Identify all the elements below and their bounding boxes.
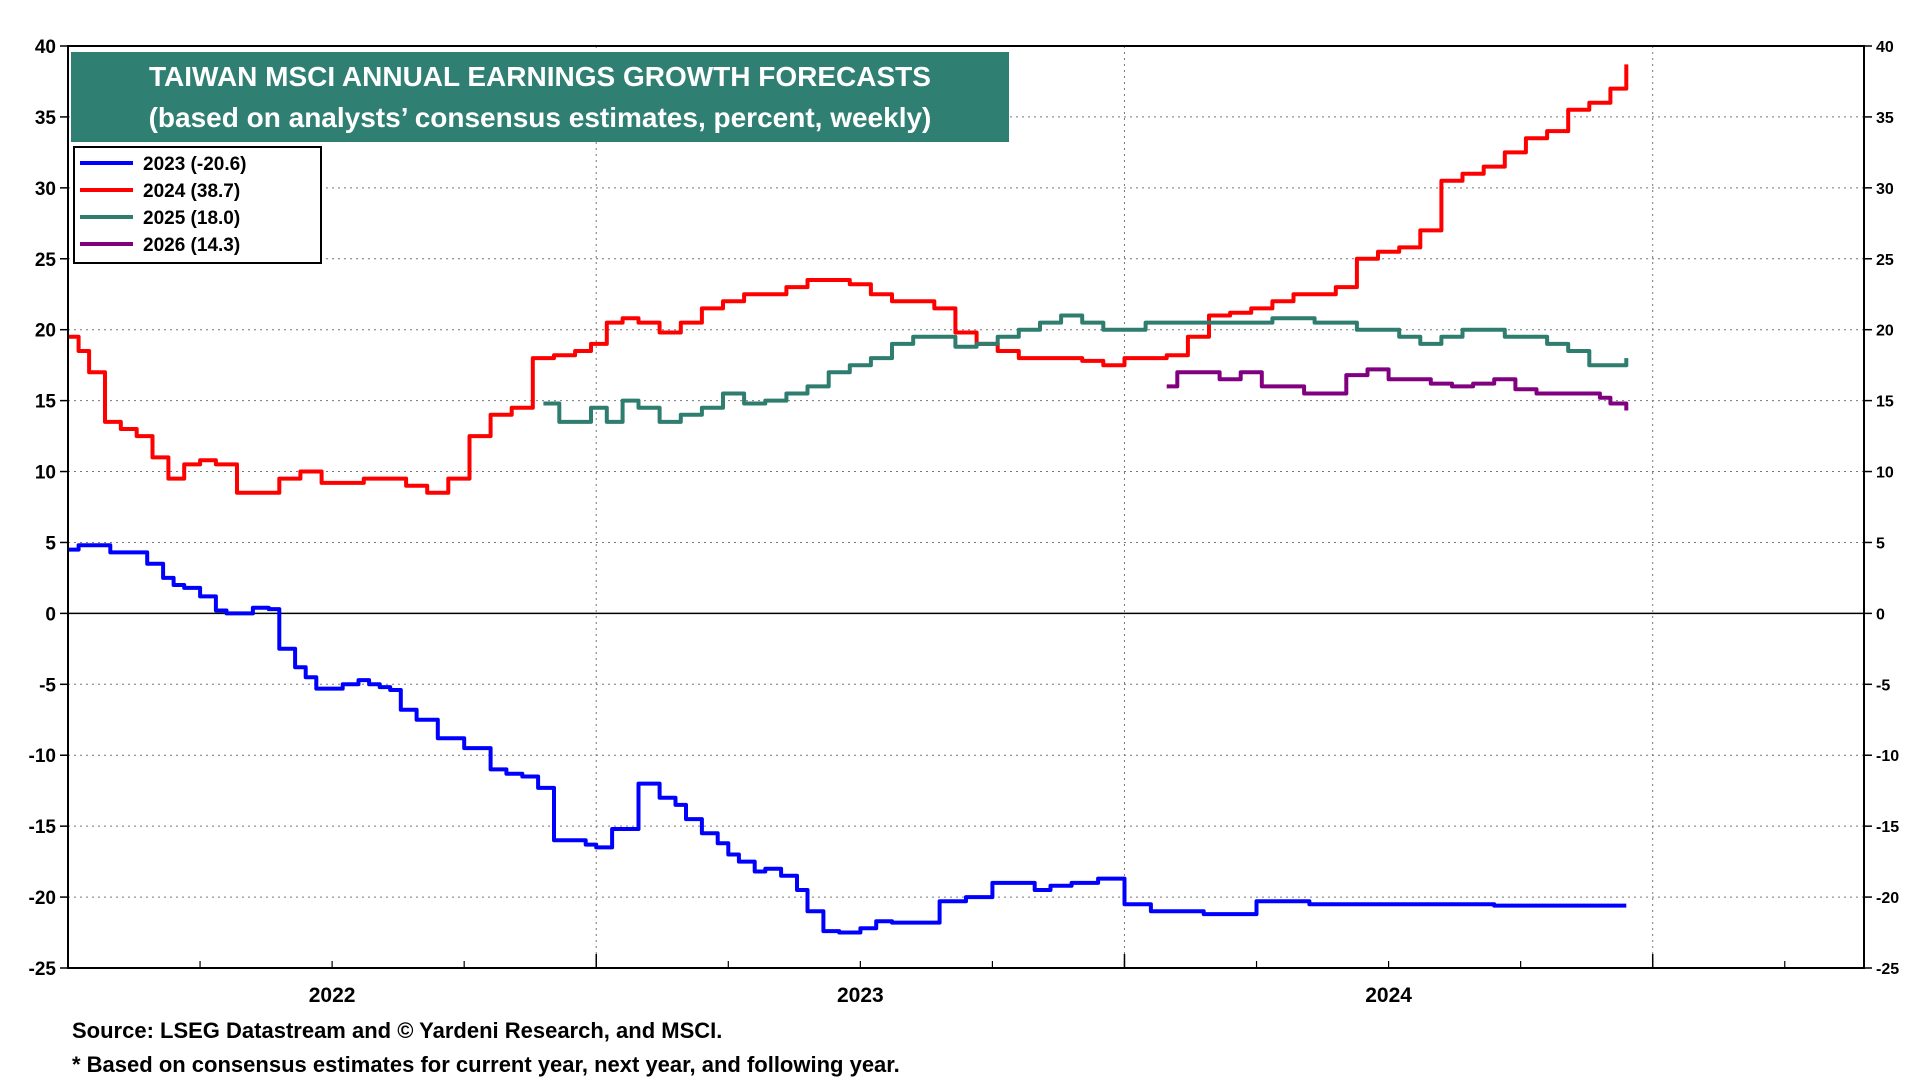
legend-label: 2024 (38.7) [143,181,240,202]
y-tick-label-left: 10 [35,463,56,484]
y-tick-label-right: 30 [1876,181,1894,198]
series-line-3 [543,313,1629,424]
x-year-label: 2024 [1365,984,1412,1007]
y-tick-label-right: 0 [1876,606,1885,623]
y-tick-label-right: -15 [1876,819,1899,836]
y-tick-label-left: 5 [45,533,56,554]
y-tick-label-right: -5 [1876,677,1890,694]
y-tick-label-right: -20 [1876,890,1899,907]
x-year-label: 2022 [309,984,356,1007]
y-tick-label-right: 25 [1876,252,1894,269]
x-axis: 2022 2023 2024 [67,954,1786,1007]
footnote: * Based on consensus estimates for curre… [72,1052,900,1077]
legend-items: 2023 (-20.6) 2024 (38.7) 2025 (18.0) 2026 (… [80,154,247,256]
y-tick-label-left: 30 [35,179,56,200]
chart-title: TAIWAN MSCI ANNUAL EARNINGS GROWTH FOREC… [149,61,931,92]
legend-label: 2023 (-20.6) [143,154,247,175]
y-tick-label-left: -20 [29,888,56,909]
y-tick-label-right: 5 [1876,535,1885,552]
y-tick-label-right: -25 [1876,961,1899,978]
series-line-2 [68,64,1629,495]
y-tick-label-right: 40 [1876,39,1894,56]
title-background [71,52,1009,142]
y-tick-label-left: 25 [35,250,57,271]
y-axis-left: 40 35 30 25 20 15 10 5 0 -5 -10 -15 -20 -25 [29,37,68,980]
y-tick-label-right: 20 [1876,323,1894,340]
y-tick-label-left: 20 [35,321,56,342]
legend: 2023 (-20.6) 2024 (38.7) 2025 (18.0) 2026 (… [73,146,322,264]
y-tick-label-right: 35 [1876,110,1894,127]
y-tick-label-right: -10 [1876,748,1899,765]
legend-label: 2025 (18.0) [143,208,240,229]
y-tick-label-left: 35 [35,108,57,129]
y-axis-right: 40 35 30 25 20 15 10 5 0 -5 -10 -15 -20 -25 [1864,39,1899,978]
chart-subtitle: (based on analysts’ consensus estimates,… [149,102,932,133]
y-tick-label-left: -10 [29,746,56,767]
series-line-1 [68,543,1627,935]
y-tick-label-left: -25 [29,959,57,980]
grid-layer [68,46,1864,968]
y-tick-label-right: 10 [1876,465,1894,482]
title-box: TAIWAN MSCI ANNUAL EARNINGS GROWTH FOREC… [71,52,1009,142]
y-tick-label-left: 15 [35,392,57,413]
y-tick-label-right: 15 [1876,394,1894,411]
y-tick-label-left: 0 [45,604,56,625]
y-tick-label-left: -5 [39,675,56,696]
y-tick-label-left: -15 [29,817,57,838]
source-note: Source: LSEG Datastream and © Yardeni Re… [72,1018,722,1043]
y-tick-label-left: 40 [35,37,56,58]
x-year-label: 2023 [837,984,884,1007]
series-line-4 [1166,367,1629,411]
series-layer [68,64,1629,935]
plot-frame [67,45,1865,969]
legend-label: 2026 (14.3) [143,235,240,256]
